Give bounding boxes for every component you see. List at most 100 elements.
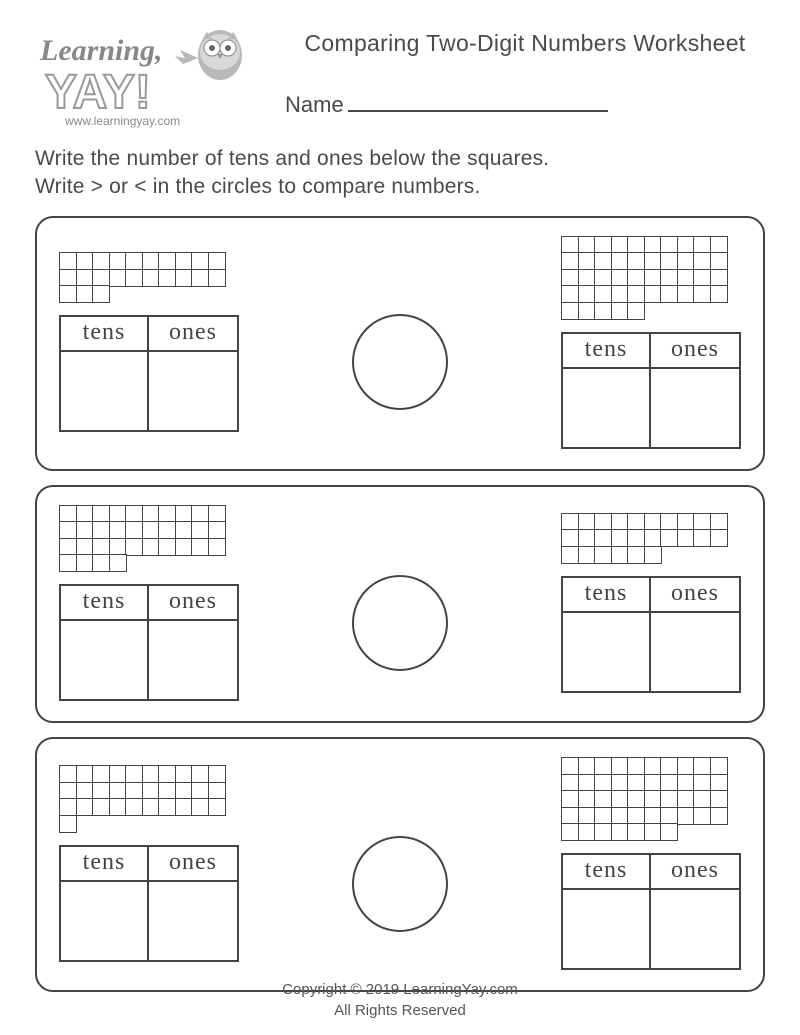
unit-square <box>158 538 176 556</box>
place-value-table[interactable]: tensones <box>561 576 741 693</box>
unit-square <box>76 521 94 539</box>
unit-square <box>660 513 678 531</box>
unit-square <box>644 513 662 531</box>
ones-input-cell[interactable] <box>651 613 739 691</box>
owl-icon <box>175 30 242 80</box>
unit-square <box>208 269 226 287</box>
unit-square <box>191 538 209 556</box>
compare-circle[interactable] <box>352 314 448 410</box>
tens-input-cell[interactable] <box>61 621 147 699</box>
unit-square <box>677 252 695 270</box>
unit-square <box>677 790 695 808</box>
unit-square <box>611 252 629 270</box>
unit-square <box>578 252 596 270</box>
unit-square <box>142 538 160 556</box>
ones-input-cell[interactable] <box>149 352 237 430</box>
tens-input-cell[interactable] <box>563 890 649 968</box>
place-value-table[interactable]: tensones <box>59 584 239 701</box>
unit-square <box>109 554 127 572</box>
unit-square <box>693 790 711 808</box>
place-value-table[interactable]: tensones <box>561 332 741 449</box>
unit-square <box>644 546 662 564</box>
unit-square <box>109 798 127 816</box>
tens-input-cell[interactable] <box>563 613 649 691</box>
unit-square <box>142 521 160 539</box>
compare-circle[interactable] <box>352 836 448 932</box>
unit-square <box>175 521 193 539</box>
unit-square <box>59 538 77 556</box>
tens-input-cell[interactable] <box>61 352 147 430</box>
unit-square <box>660 757 678 775</box>
unit-square <box>59 252 77 270</box>
unit-square <box>142 505 160 523</box>
unit-square <box>208 252 226 270</box>
unit-square <box>76 798 94 816</box>
unit-square <box>191 269 209 287</box>
unit-square <box>677 529 695 547</box>
compare-circle[interactable] <box>352 575 448 671</box>
unit-square <box>611 546 629 564</box>
logo-text-1: Learning, <box>39 34 163 67</box>
unit-square <box>109 765 127 783</box>
logo-text-2: YAY! <box>45 66 151 119</box>
unit-square <box>208 505 226 523</box>
unit-square <box>578 790 596 808</box>
squares-group <box>59 505 226 573</box>
unit-square <box>578 757 596 775</box>
unit-square <box>611 757 629 775</box>
unit-square <box>594 252 612 270</box>
unit-square <box>125 269 143 287</box>
unit-square <box>578 774 596 792</box>
unit-square <box>644 285 662 303</box>
place-value-table[interactable]: tensones <box>59 845 239 962</box>
unit-square <box>611 529 629 547</box>
place-value-table[interactable]: tensones <box>59 315 239 432</box>
squares-row <box>59 556 226 573</box>
unit-square <box>594 302 612 320</box>
unit-square <box>561 757 579 775</box>
unit-square <box>578 529 596 547</box>
ones-header: ones <box>651 334 739 369</box>
unit-square <box>142 782 160 800</box>
ones-input-cell[interactable] <box>651 369 739 447</box>
logo: Learning, YAY! www.learningyay.com <box>35 20 265 135</box>
unit-square <box>644 807 662 825</box>
right-side: tensones <box>561 757 741 970</box>
place-value-table[interactable]: tensones <box>561 853 741 970</box>
unit-square <box>677 236 695 254</box>
unit-square <box>109 505 127 523</box>
unit-square <box>158 782 176 800</box>
unit-square <box>561 252 579 270</box>
unit-square <box>175 765 193 783</box>
unit-square <box>660 529 678 547</box>
name-underline[interactable] <box>348 110 608 112</box>
unit-square <box>627 269 645 287</box>
unit-square <box>627 513 645 531</box>
ones-input-cell[interactable] <box>149 621 237 699</box>
unit-square <box>677 774 695 792</box>
tens-input-cell[interactable] <box>61 882 147 960</box>
unit-square <box>191 252 209 270</box>
unit-square <box>175 505 193 523</box>
unit-square <box>710 513 728 531</box>
ones-header: ones <box>149 586 237 621</box>
squares-group <box>561 513 728 564</box>
unit-square <box>644 236 662 254</box>
unit-square <box>109 521 127 539</box>
unit-square <box>611 285 629 303</box>
name-field[interactable]: Name <box>285 92 765 118</box>
unit-square <box>561 823 579 841</box>
squares-row <box>59 505 226 523</box>
unit-square <box>142 798 160 816</box>
logo-url: www.learningyay.com <box>64 114 180 128</box>
unit-square <box>693 513 711 531</box>
ones-input-cell[interactable] <box>149 882 237 960</box>
unit-square <box>710 807 728 825</box>
tens-input-cell[interactable] <box>563 369 649 447</box>
tens-header: tens <box>61 847 147 882</box>
unit-square <box>660 285 678 303</box>
unit-square <box>175 252 193 270</box>
ones-input-cell[interactable] <box>651 890 739 968</box>
tens-header: tens <box>563 855 649 890</box>
unit-square <box>660 774 678 792</box>
